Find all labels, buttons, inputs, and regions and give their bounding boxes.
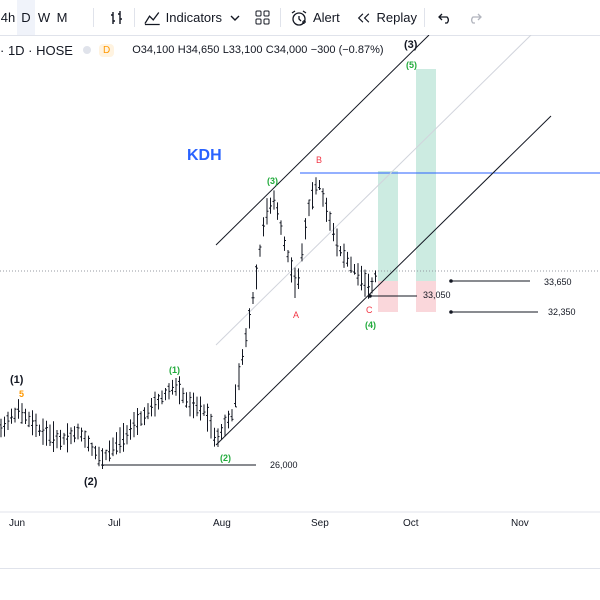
wave-label-minor-2[interactable]: (2) <box>220 453 231 463</box>
ohlc-bars <box>0 177 377 469</box>
wave-label-major-2[interactable]: (2) <box>84 476 98 488</box>
indicators-button[interactable]: Indicators <box>144 0 222 35</box>
timeframe-4h[interactable]: 4h <box>0 0 16 35</box>
timeframe-badge: D <box>98 43 115 57</box>
ticker-label[interactable]: KDH <box>187 147 222 164</box>
redo-button[interactable] <box>466 0 484 35</box>
timeframe-m-label: M <box>56 10 68 25</box>
price-label-33650: 33,650 <box>544 277 572 287</box>
replay-button[interactable]: Replay <box>357 0 417 35</box>
wave-label-minor-3[interactable]: (3) <box>267 176 278 186</box>
redo-icon <box>471 13 482 24</box>
wave-label-minor-4[interactable]: (4) <box>365 320 376 330</box>
toolbar-divider <box>424 8 425 27</box>
undo-button[interactable] <box>436 0 454 35</box>
level-handle[interactable] <box>449 279 453 283</box>
time-axis-label-sep: Sep <box>311 518 329 529</box>
layouts-button[interactable] <box>252 0 272 35</box>
timeframe-w[interactable]: W <box>37 0 51 35</box>
chevron-down-icon <box>230 15 240 21</box>
timeframe-d-label: D <box>21 10 31 25</box>
toolbar-divider <box>93 8 94 27</box>
timeframe-m[interactable]: M <box>55 0 69 35</box>
status-dot <box>82 46 91 54</box>
wave-label-major-1[interactable]: (1) <box>10 374 24 386</box>
time-axis-label-aug: Aug <box>213 518 231 529</box>
bar-style-button[interactable] <box>106 0 128 35</box>
long-position-loss-zone[interactable] <box>416 281 436 312</box>
timeframe-d[interactable]: D <box>17 0 35 35</box>
bottom-divider <box>0 568 600 569</box>
time-axis-label-jun: Jun <box>9 518 25 529</box>
wave-label-a[interactable]: A <box>293 310 299 320</box>
top-toolbar: 4h D W M Indicators Alert Replay <box>0 0 600 36</box>
toolbar-divider <box>280 8 281 27</box>
indicators-icon <box>144 11 160 25</box>
price-label-33050: 33,050 <box>423 290 451 300</box>
time-axis-label-jul: Jul <box>108 518 121 529</box>
channel-mid-line <box>215 35 532 346</box>
time-axis-label-oct: Oct <box>403 518 419 529</box>
undo-icon <box>438 13 449 24</box>
timeframe-4h-label: 4h <box>0 10 16 25</box>
indicators-label: Indicators <box>165 10 222 25</box>
open-value: O34,100 <box>132 44 175 56</box>
channel-upper-line[interactable] <box>215 35 430 246</box>
timeframe-w-label: W <box>37 10 51 25</box>
alarm-clock-icon <box>291 9 307 26</box>
wave-label-sub-5[interactable]: 5 <box>19 389 24 399</box>
price-label-26000: 26,000 <box>270 460 298 470</box>
alert-button[interactable]: Alert <box>290 0 346 35</box>
replay-label: Replay <box>376 10 417 25</box>
long-position-profit-zone[interactable] <box>416 69 436 281</box>
symbol-label[interactable]: · 1D · HOSE <box>0 42 73 58</box>
price-label-32350: 32,350 <box>548 307 576 317</box>
channel-lower-line[interactable] <box>215 115 552 446</box>
wave-label-minor-1[interactable]: (1) <box>169 365 180 375</box>
bar-style-icon <box>111 10 122 24</box>
time-axis-label-nov: Nov <box>511 518 529 529</box>
low-value: L33,100 <box>222 44 263 56</box>
alert-label: Alert <box>313 10 340 25</box>
high-value: H34,650 <box>177 44 220 56</box>
indicators-dropdown[interactable] <box>229 0 241 35</box>
wave-label-b[interactable]: B <box>316 155 322 165</box>
wave-label-c[interactable]: C <box>366 305 373 315</box>
long-position-profit-zone[interactable] <box>378 171 398 281</box>
toolbar-divider <box>134 8 135 27</box>
price-chart[interactable]: KDH 33,650 33,050 32,350 26,000 (1) 5 (2… <box>0 35 600 568</box>
level-handle[interactable] <box>449 310 453 314</box>
wave-label-minor-5[interactable]: (5) <box>406 60 417 70</box>
rewind-icon <box>357 12 370 23</box>
layout-grid-icon <box>255 10 269 25</box>
wave-label-major-3[interactable]: (3) <box>404 39 418 51</box>
level-handle[interactable] <box>368 294 372 298</box>
symbol-legend: · 1D · HOSE D O34,100 H34,650 L33,100 C3… <box>0 40 384 60</box>
close-value: C34,000 <box>265 44 308 56</box>
change-value: −300 (−0.87%) <box>310 44 384 56</box>
